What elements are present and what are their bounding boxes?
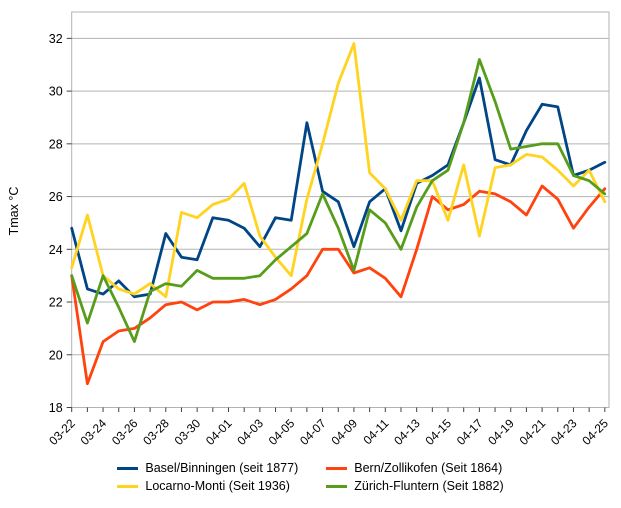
series-line xyxy=(70,42,607,299)
y-tick-label: 22 xyxy=(49,296,63,310)
legend-item: Basel/Binningen (seit 1877) xyxy=(117,461,298,475)
y-axis-title: Tmax °C xyxy=(7,186,21,236)
x-tick-label: 04-09 xyxy=(328,416,360,448)
x-tick-label: 04-15 xyxy=(423,416,455,448)
legend-line-swatch xyxy=(326,484,348,488)
legend-line-swatch xyxy=(117,484,139,488)
x-tick-label: 04-13 xyxy=(391,416,423,448)
x-tick-label: 03-24 xyxy=(78,416,110,448)
x-tick-label: 04-01 xyxy=(203,416,235,448)
y-tick-label: 26 xyxy=(49,190,63,204)
legend-label: Zürich-Fluntern (Seit 1882) xyxy=(354,479,504,493)
y-tick-label: 18 xyxy=(49,401,63,415)
legend-item: Locarno-Monti (Seit 1936) xyxy=(117,479,298,493)
plot-border xyxy=(71,11,610,408)
y-tick-label: 24 xyxy=(49,243,63,257)
x-tick-label: 04-05 xyxy=(266,416,298,448)
series-line xyxy=(70,184,607,386)
legend-label: Basel/Binningen (seit 1877) xyxy=(145,461,299,475)
legend-line-swatch xyxy=(326,466,348,470)
x-tick-label: 04-25 xyxy=(579,416,611,448)
legend-item: Bern/Zollikofen (Seit 1864) xyxy=(326,461,503,475)
x-tick-label: 04-21 xyxy=(517,416,549,448)
x-tick-label: 04-19 xyxy=(485,416,517,448)
y-tick-label: 30 xyxy=(49,85,63,99)
x-tick-label: 03-30 xyxy=(172,416,204,448)
x-tick-label: 04-17 xyxy=(454,416,486,448)
y-tick-label: 32 xyxy=(49,32,63,46)
x-tick-label: 04-07 xyxy=(297,416,329,448)
x-tick-label: 03-26 xyxy=(109,416,141,448)
legend-item: Zürich-Fluntern (Seit 1882) xyxy=(326,479,504,493)
y-tick-label: 28 xyxy=(49,137,63,151)
x-tick-label: 04-11 xyxy=(360,416,391,447)
x-tick-label: 03-22 xyxy=(46,416,78,448)
series-line xyxy=(70,58,607,344)
series-line xyxy=(70,76,607,299)
legend-line-swatch xyxy=(117,466,139,470)
x-tick-label: 04-23 xyxy=(548,416,580,448)
x-tick-label: 03-28 xyxy=(140,416,172,448)
x-tick-label: 04-03 xyxy=(234,416,266,448)
chart-legend: Basel/Binningen (seit 1877) Bern/Zollikof… xyxy=(0,461,621,493)
legend-label: Locarno-Monti (Seit 1936) xyxy=(145,479,290,493)
legend-label: Bern/Zollikofen (Seit 1864) xyxy=(354,461,503,475)
y-tick-label: 20 xyxy=(49,348,63,362)
